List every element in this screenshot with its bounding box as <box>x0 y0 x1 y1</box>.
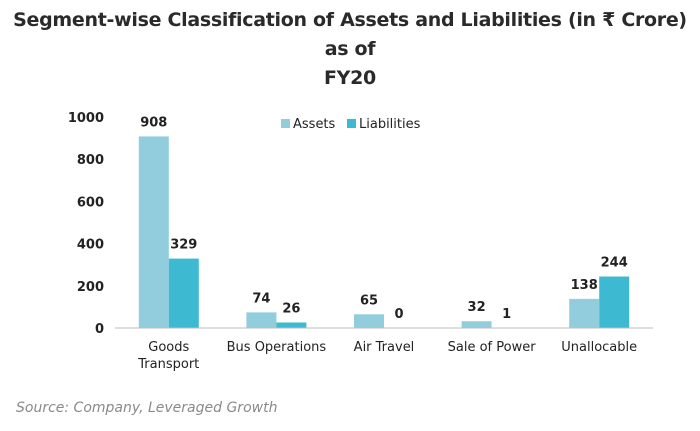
legend-swatch-assets <box>281 119 290 128</box>
chart-title-line-1: Segment-wise Classification of Assets an… <box>13 9 687 60</box>
bar-assets <box>569 298 600 328</box>
data-label-assets: 65 <box>360 293 378 308</box>
x-tick-label: Bus Operations <box>227 340 327 355</box>
data-label-liabilities: 244 <box>601 256 628 271</box>
legend-swatch-liabilities <box>347 119 356 128</box>
x-tick-label: Air Travel <box>354 340 415 355</box>
y-tick-label: 1000 <box>68 111 104 126</box>
bar-liabilities <box>168 258 199 328</box>
chart-title-line-2: FY20 <box>324 67 376 89</box>
x-tick-label: Unallocable <box>561 340 637 355</box>
data-label-assets: 32 <box>468 300 486 315</box>
y-tick-label: 200 <box>77 280 104 295</box>
data-label-liabilities: 26 <box>282 302 300 317</box>
bar-assets <box>138 136 169 328</box>
data-label-assets: 138 <box>571 278 598 293</box>
y-tick-label: 600 <box>77 195 104 210</box>
data-label-liabilities: 1 <box>502 307 511 322</box>
x-tick-label: Sale of Power <box>448 340 537 355</box>
legend-label-liabilities: Liabilities <box>359 117 421 132</box>
y-axis-labels: 0 200 400 600 800 1000 <box>68 111 104 337</box>
data-label-liabilities: 329 <box>170 238 197 253</box>
data-labels: 908 74 65 32 138 329 26 0 1 244 <box>140 115 628 322</box>
bar-liabilities <box>276 322 307 328</box>
x-axis-labels: Goods Transport Bus Operations Air Travel Sa… <box>137 340 637 372</box>
x-tick-label: Goods Transport <box>137 340 199 372</box>
y-tick-label: 800 <box>77 153 104 168</box>
bar-assets <box>246 312 277 328</box>
bars <box>138 136 630 328</box>
legend: Assets Liabilities <box>281 117 421 132</box>
legend-label-assets: Assets <box>293 117 336 132</box>
data-label-liabilities: 0 <box>394 307 403 322</box>
y-tick-label: 0 <box>95 322 104 337</box>
data-label-assets: 74 <box>252 291 270 306</box>
bar-liabilities <box>599 276 630 328</box>
bar-assets <box>354 314 384 328</box>
source-note: Source: Company, Leveraged Growth <box>16 400 278 416</box>
data-label-assets: 908 <box>140 115 167 130</box>
bar-assets <box>461 321 492 328</box>
y-tick-label: 400 <box>77 238 104 253</box>
chart-title: Segment-wise Classification of Assets an… <box>0 6 700 93</box>
